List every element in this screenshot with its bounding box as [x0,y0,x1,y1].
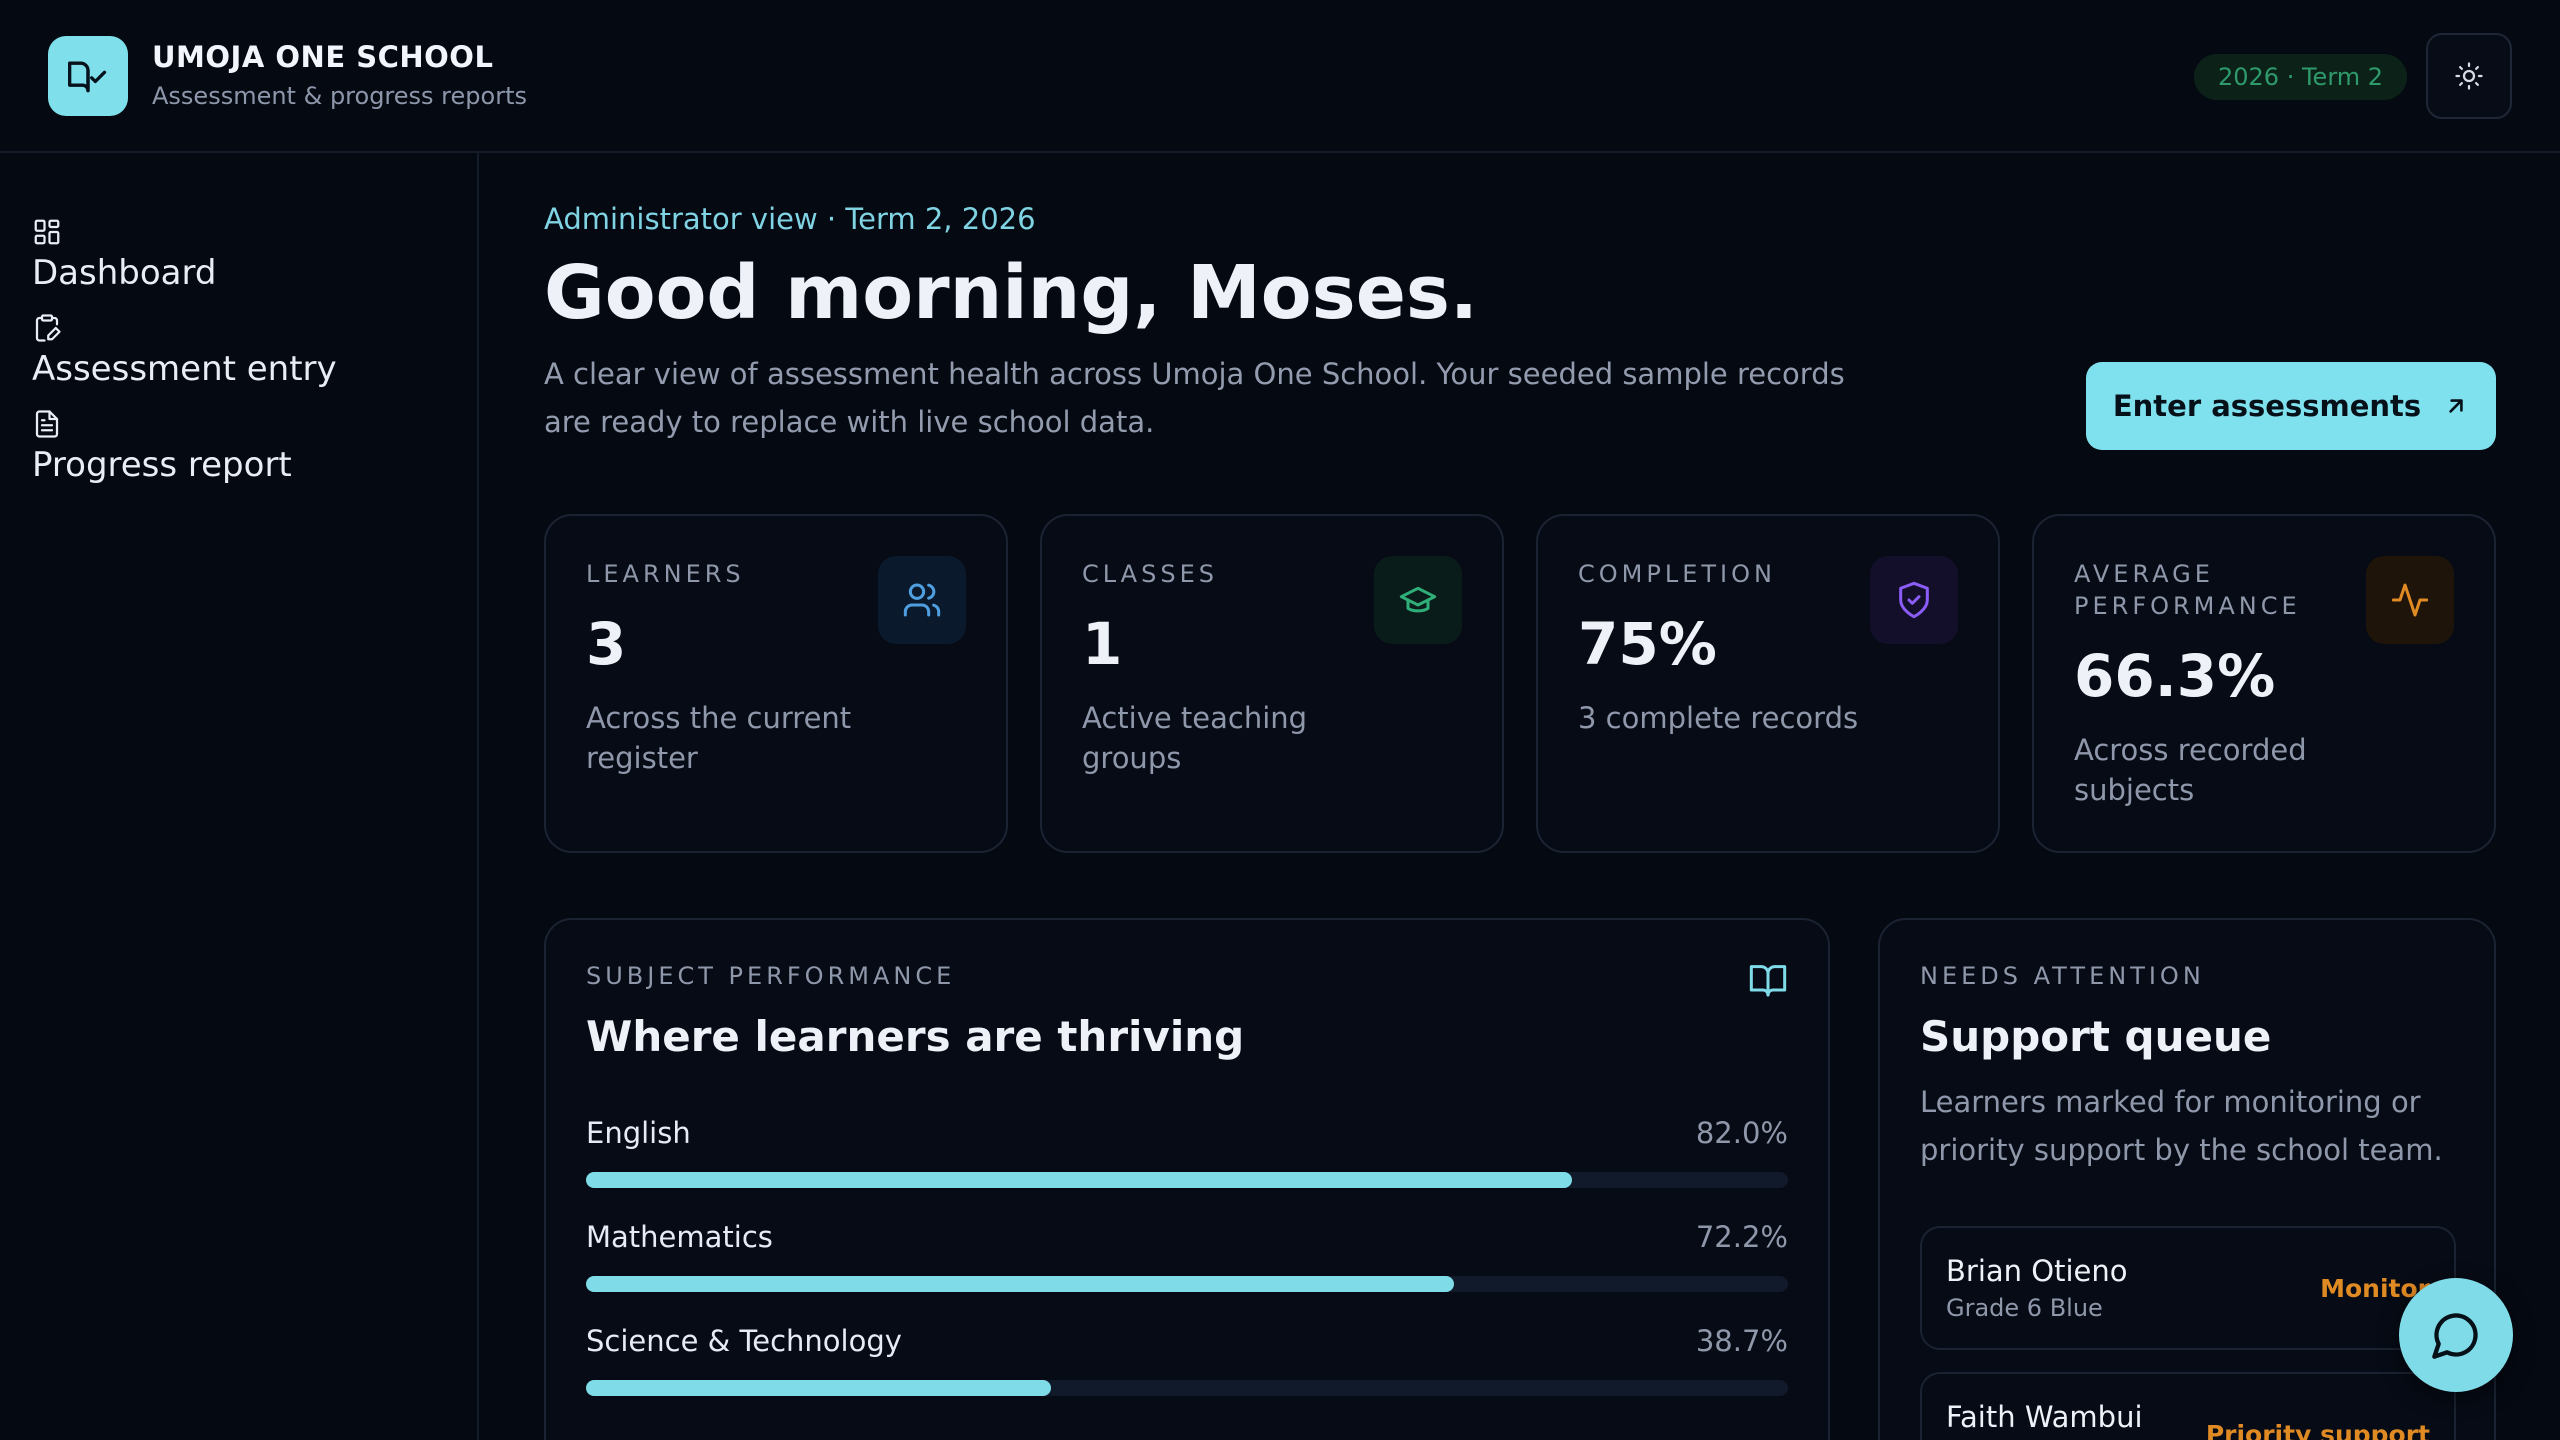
subject-percent: 38.7% [1695,1324,1788,1358]
status-badge: Priority support [2205,1420,2430,1440]
top-bar: UMOJA ONE SCHOOL Assessment & progress r… [0,0,2560,153]
progress-fill [586,1380,1052,1396]
view-eyebrow: Administrator view · Term 2, 2026 [544,202,1036,236]
stat-description: 3 complete records [1578,701,1859,735]
subject-percent: 82.0% [1695,1116,1788,1150]
sidebar-item-progress-report[interactable]: Progress report [32,409,452,491]
term-badge: 2026 · Term 2 [2194,54,2408,100]
subject-row-english: English 82.0% [586,1116,1788,1206]
activity-icon [2366,556,2454,644]
subject-percent: 72.2% [1695,1220,1788,1254]
stat-card-learners: LEARNERS 3 Across the current register [544,514,1008,853]
progress-fill [586,1172,1572,1188]
school-subtitle: Assessment & progress reports [152,82,527,110]
stat-card-average-performance: AVERAGE PERFORMANCE 66.3% Across recorde… [2032,514,2496,853]
progress-track [586,1172,1788,1188]
sidebar-item-dashboard[interactable]: Dashboard [32,217,452,299]
panel-title: Support queue [1920,1012,2272,1061]
subject-name: Science & Technology [586,1324,902,1358]
support-queue-item[interactable]: Faith Wambui Priority support [1920,1372,2456,1440]
support-queue-item[interactable]: Brian Otieno Grade 6 Blue Monitor [1920,1226,2456,1350]
arrow-up-right-icon [2449,399,2463,413]
document-icon [35,410,59,438]
panel-description: Learners marked for monitoring or priori… [1920,1085,2443,1167]
stat-label: CLASSES [1082,560,1218,588]
cta-label: Enter assessments [2112,389,2422,423]
stat-value: 3 [586,610,627,678]
stat-label: AVERAGE PERFORMANCE [2074,560,2301,620]
open-book-icon [1749,965,1787,997]
sidebar-item-label: Progress report [32,445,292,485]
progress-track [586,1276,1788,1292]
panel-eyebrow: NEEDS ATTENTION [1920,962,2205,990]
graduation-cap-icon [1374,556,1462,644]
subject-row-mathematics: Mathematics 72.2% [586,1220,1788,1310]
grid-icon [34,219,60,245]
sidebar-item-assessment-entry[interactable]: Assessment entry [32,313,452,395]
panel-eyebrow: SUBJECT PERFORMANCE [586,962,956,990]
chat-button[interactable] [2399,1278,2513,1392]
stat-description: Across recorded subjects [2074,733,2307,807]
users-icon [878,556,966,644]
panel-title: Where learners are thriving [586,1012,1245,1061]
page-intro: A clear view of assessment health across… [544,357,1845,439]
learner-class: Grade 6 Blue [1946,1294,2103,1322]
stat-description: Active teaching groups [1082,701,1308,775]
progress-track [586,1380,1788,1396]
subject-row-science-technology: Science & Technology 38.7% [586,1324,1788,1414]
sidebar-item-label: Dashboard [32,253,217,293]
subject-performance-panel: SUBJECT PERFORMANCE Where learners are t… [544,918,1830,1440]
stat-value: 75% [1578,610,1717,678]
enter-assessments-button[interactable]: Enter assessments [2086,362,2496,450]
stat-value: 66.3% [2074,642,2276,710]
sun-icon [2455,62,2483,90]
school-name: UMOJA ONE SCHOOL [152,40,494,74]
theme-toggle-button[interactable] [2426,33,2512,119]
subject-name: Mathematics [586,1220,773,1254]
sidebar: Dashboard Assessment entry Progress repo… [0,153,479,1440]
stat-card-classes: CLASSES 1 Active teaching groups [1040,514,1504,853]
shield-check-icon [1870,556,1958,644]
page-title: Good morning, Moses. [544,250,1479,336]
progress-fill [586,1276,1454,1292]
book-check-icon [48,36,128,116]
stat-label: COMPLETION [1578,560,1776,588]
chat-bubble-icon [2432,1313,2478,1359]
stat-card-completion: COMPLETION 75% 3 complete records [1536,514,2000,853]
support-queue-panel: NEEDS ATTENTION Support queue Learners m… [1878,918,2496,1440]
clipboard-edit-icon [35,314,61,342]
stat-description: Across the current register [586,701,852,775]
learner-name: Brian Otieno [1946,1254,2128,1288]
sidebar-item-label: Assessment entry [32,349,337,389]
learner-name: Faith Wambui [1946,1400,2143,1434]
stat-label: LEARNERS [586,560,745,588]
stat-value: 1 [1082,610,1123,678]
subject-name: English [586,1116,691,1150]
